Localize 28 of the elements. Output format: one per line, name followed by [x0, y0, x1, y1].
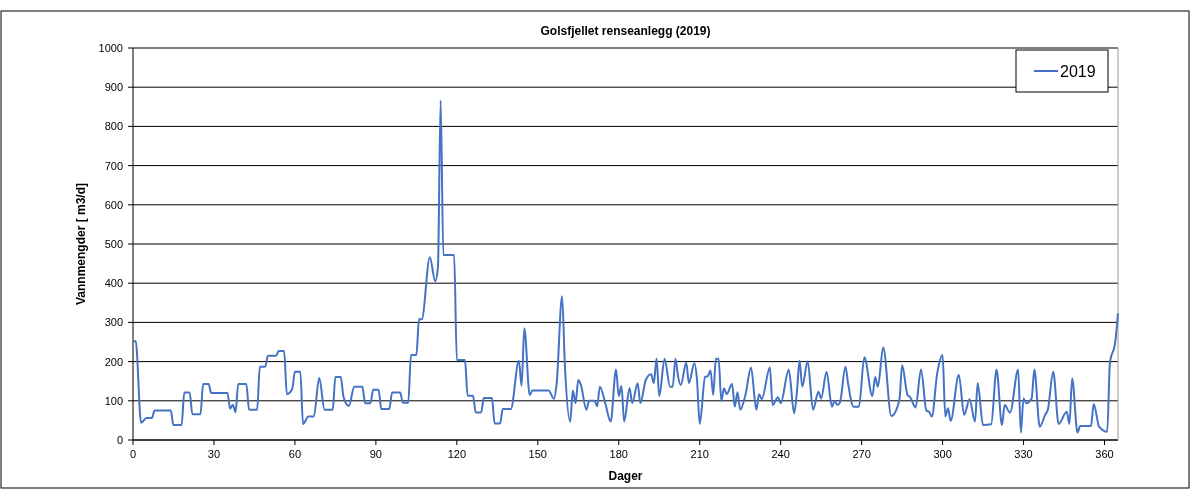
x-tick-label: 300 [933, 448, 952, 460]
y-tick-label: 400 [104, 277, 123, 290]
chart-title: Golsfjellet renseanlegg (2019) [540, 24, 711, 38]
y-tick-label: 300 [104, 316, 123, 329]
x-tick-label: 120 [447, 448, 467, 460]
y-tick-label: 0 [116, 434, 123, 446]
y-tick-label: 500 [104, 238, 123, 250]
x-tick-label: 330 [1014, 448, 1033, 460]
y-tick-label: 200 [104, 355, 123, 368]
x-tick-label: 30 [207, 448, 221, 460]
x-tick-label: 210 [690, 448, 709, 460]
x-tick-label: 60 [288, 448, 302, 460]
y-tick-label: 800 [104, 120, 123, 133]
y-tick-label: 700 [104, 159, 123, 172]
x-tick-label: 240 [771, 448, 790, 460]
y-axis-title: Vannmengder [ m3/d] [74, 182, 88, 306]
y-tick-label: 1000 [98, 42, 123, 54]
legend-label: 2019 [1060, 63, 1096, 80]
x-tick-label: 360 [1095, 448, 1114, 460]
x-tick-label: 180 [609, 448, 628, 460]
y-tick-label: 900 [104, 81, 123, 94]
x-tick-label: 90 [369, 448, 382, 460]
y-tick-label: 600 [104, 198, 123, 211]
y-tick-label: 100 [104, 394, 123, 407]
x-tick-label: 0 [129, 448, 137, 460]
x-tick-label: 270 [852, 448, 871, 460]
x-axis-title: Dager [608, 469, 643, 483]
x-tick-label: 150 [528, 448, 547, 460]
